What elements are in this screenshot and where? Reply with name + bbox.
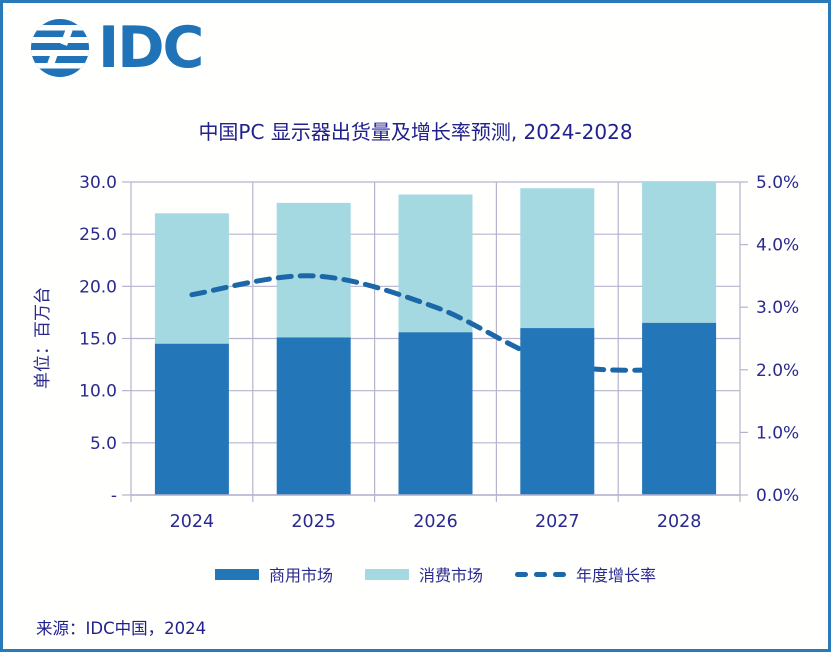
y2-tick-label: 2.0% <box>756 361 799 381</box>
bar-consumer-2027 <box>520 188 595 329</box>
x-tick-label: 2028 <box>657 512 702 532</box>
chart-legend: 商用市场 消费市场 年度增长率 <box>131 559 740 589</box>
y-tick-label: 5.0 <box>90 434 117 454</box>
chart-title: 中国PC 显示器出货量及增长率预测, 2024-2028 <box>198 120 633 144</box>
bar-commercial-2025 <box>276 337 351 495</box>
y-tick-label: 15.0 <box>79 330 117 350</box>
idc-logo-text: IDC <box>98 14 204 81</box>
y-tick-label: 10.0 <box>79 382 117 402</box>
consumer-bar-swatch-icon <box>364 568 409 580</box>
x-tick-label: 2027 <box>535 512 580 532</box>
idc-globe-icon <box>31 19 89 77</box>
x-tick-label: 2024 <box>170 512 215 532</box>
commercial-bar-swatch-icon <box>214 568 259 580</box>
bar-commercial-2027 <box>520 328 595 495</box>
y2-tick-label: 4.0% <box>756 236 799 256</box>
y-tick-label: - <box>111 486 117 506</box>
chart-plot-area: 30.0 25.0 20.0 15.0 10.0 5.0 - 5.0% 4.0% 3.0% 2.0%… <box>79 173 799 532</box>
bar-consumer-2028 <box>642 182 717 323</box>
y-tick-label: 20.0 <box>79 277 117 297</box>
legend-item-consumer: 消费市场 <box>364 562 483 586</box>
x-tick-label: 2025 <box>291 512 336 532</box>
bar-commercial-2024 <box>154 343 229 495</box>
x-tick-label: 2026 <box>413 512 458 532</box>
legend-label: 商用市场 <box>268 566 333 585</box>
legend-label: 年度增长率 <box>576 566 657 585</box>
bar-commercial-2026 <box>398 332 473 495</box>
y2-tick-label: 5.0% <box>756 173 799 193</box>
bar-consumer-2024 <box>154 213 229 344</box>
y2-tick-label: 0.0% <box>756 486 799 506</box>
source-note: 来源：IDC中国，2024 <box>36 619 207 638</box>
legend-item-commercial: 商用市场 <box>214 562 333 586</box>
y-tick-label: 30.0 <box>79 173 117 193</box>
bar-consumer-2025 <box>276 202 351 338</box>
growth-rate-line <box>189 273 682 373</box>
y2-tick-label: 3.0% <box>756 298 799 318</box>
y2-tick-label: 1.0% <box>756 423 799 443</box>
y-tick-label: 25.0 <box>79 225 117 245</box>
bar-consumer-2026 <box>398 194 473 333</box>
dashed-line-swatch-icon <box>515 571 566 577</box>
idc-logo: IDC <box>29 14 204 81</box>
legend-item-growth: 年度增长率 <box>515 562 656 586</box>
bar-commercial-2028 <box>642 322 717 495</box>
legend-label: 消费市场 <box>418 566 483 585</box>
